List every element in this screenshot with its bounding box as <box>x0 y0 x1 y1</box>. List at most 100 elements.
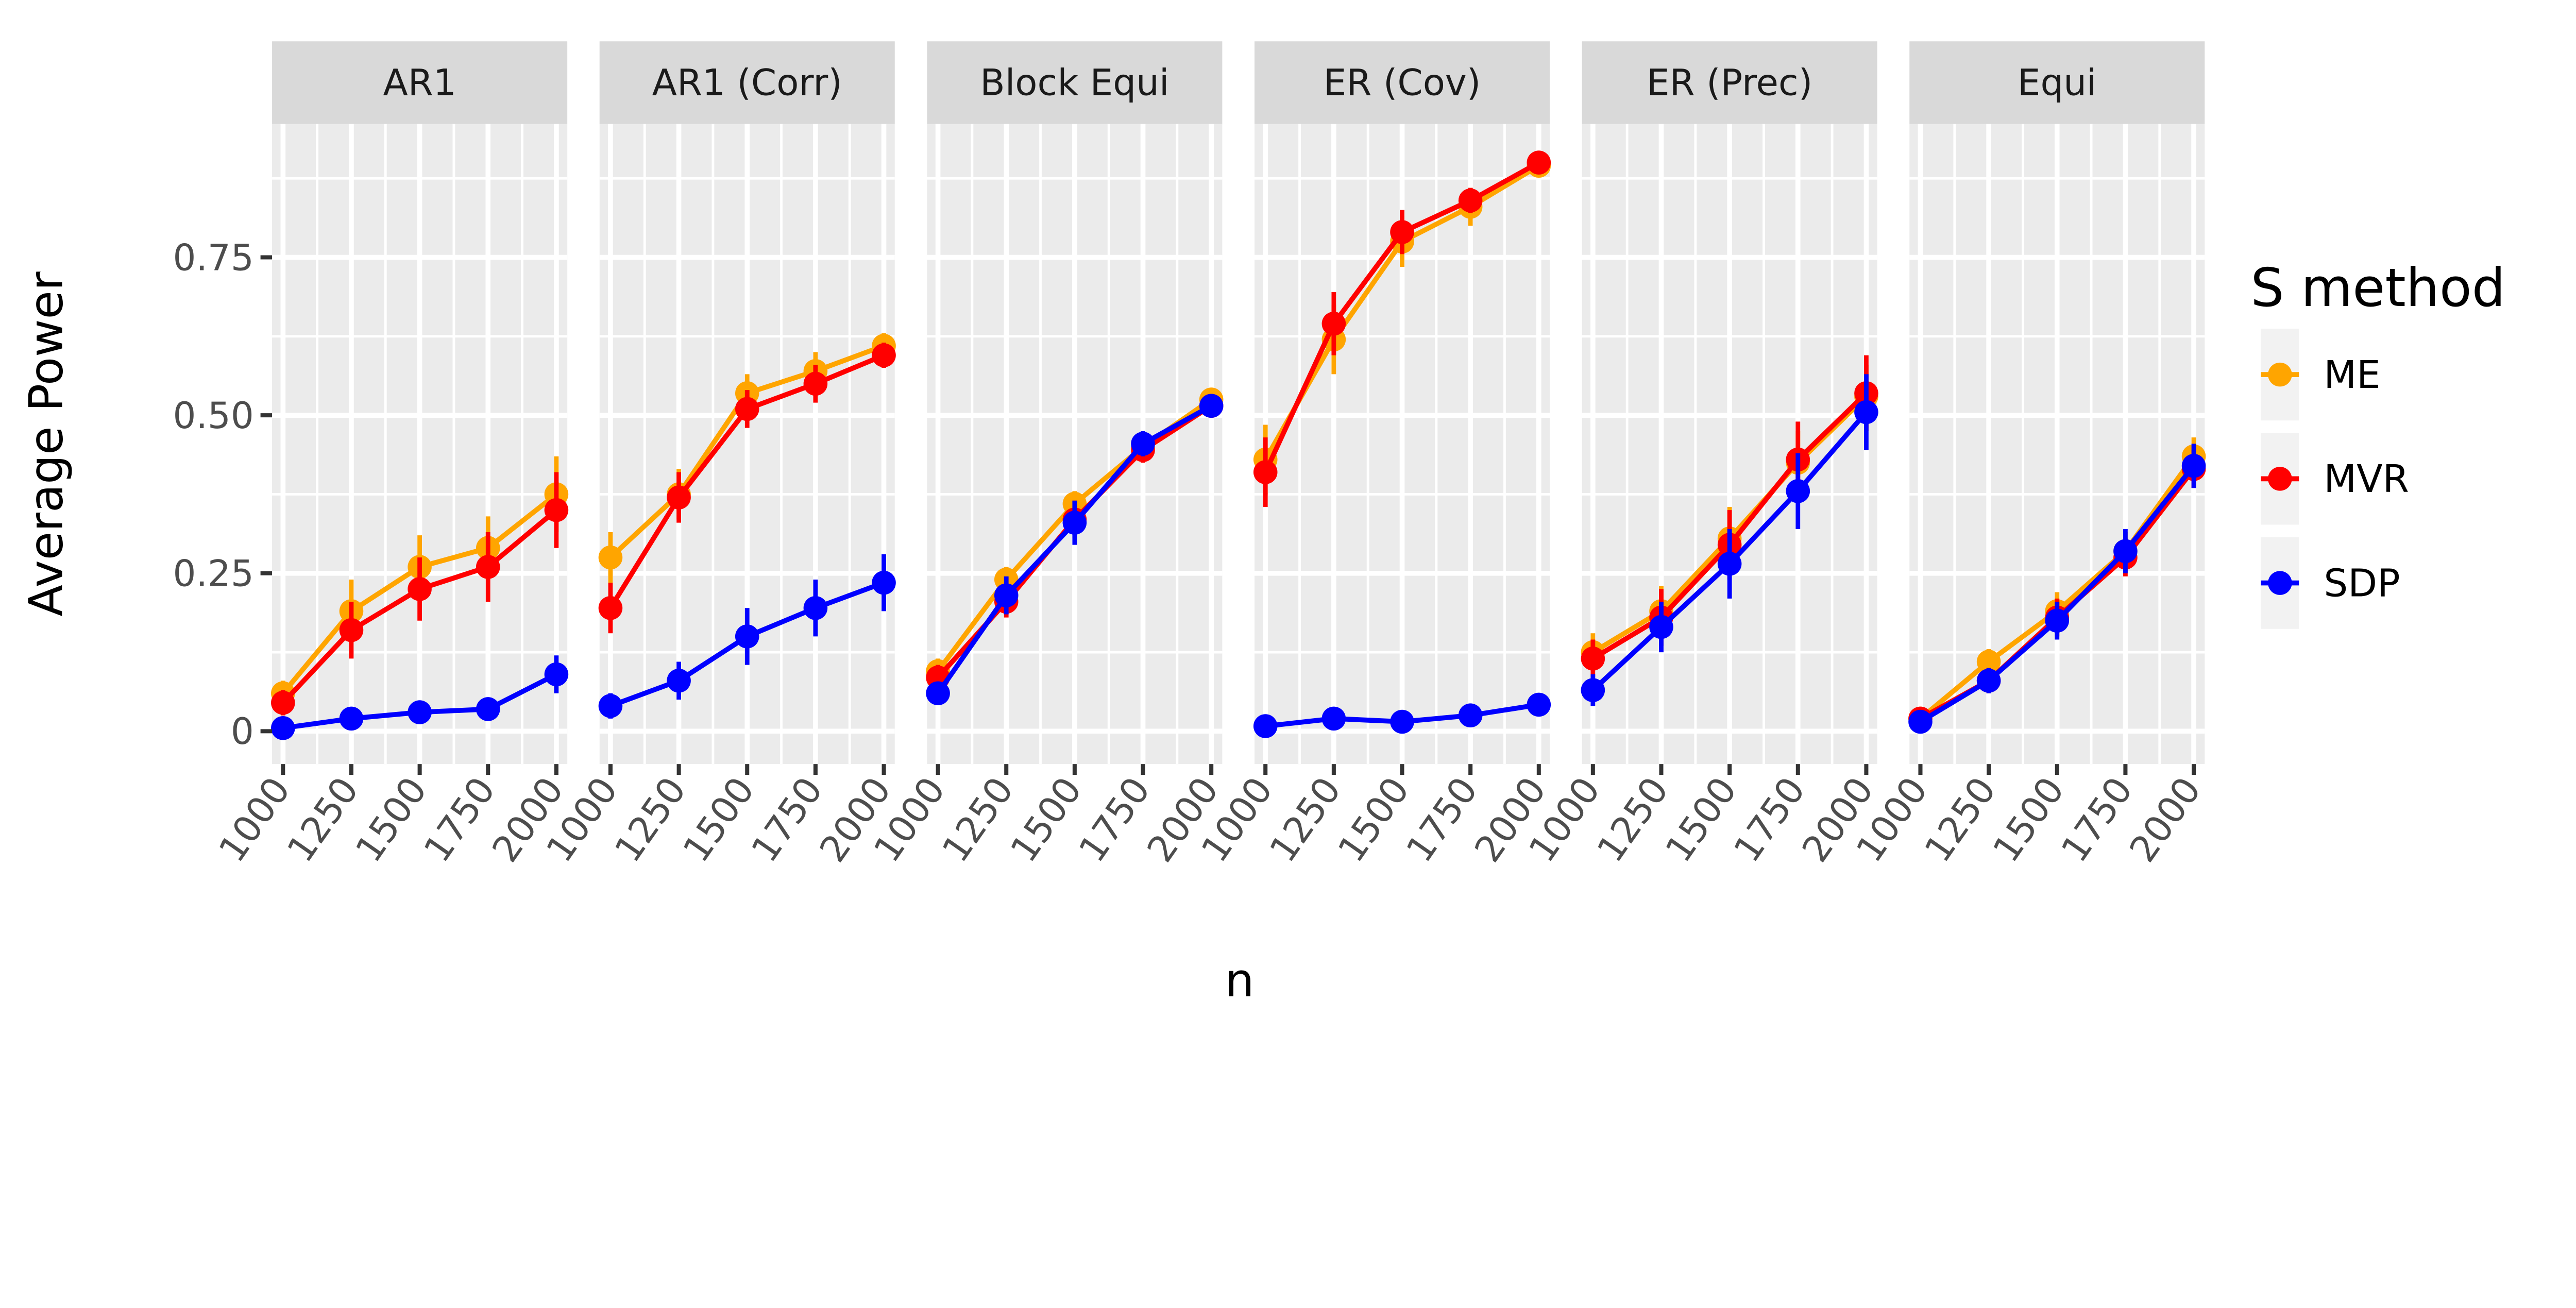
x-tick-label: 1500 <box>347 769 435 870</box>
x-tick-label: 1750 <box>415 769 503 870</box>
facet-strip-label: ER (Cov) <box>1324 61 1481 104</box>
data-point <box>544 498 569 522</box>
data-point <box>1527 150 1551 175</box>
legend-item-mvr: MVR <box>2261 433 2409 525</box>
facet-strip-label: ER (Prec) <box>1647 61 1812 104</box>
data-point <box>598 545 623 570</box>
legend-label: MVR <box>2324 457 2409 501</box>
y-tick-label: 0.50 <box>173 394 254 437</box>
data-point <box>408 577 432 601</box>
data-point <box>1253 460 1278 484</box>
x-tick-label: 2000 <box>2121 769 2209 870</box>
series-sdp <box>926 394 1224 706</box>
legend-key-point <box>2268 467 2292 491</box>
data-point <box>1199 394 1224 418</box>
data-point <box>667 668 691 693</box>
series-mvr <box>1253 150 1551 507</box>
data-point <box>1854 400 1878 424</box>
x-tick-label: 1000 <box>210 769 298 870</box>
data-point <box>994 583 1019 607</box>
data-point <box>408 700 432 724</box>
y-axis: 0 0.25 0.50 0.75 <box>173 236 273 753</box>
facet-strip-label: AR1 <box>383 61 456 104</box>
facet-strip <box>1254 41 1550 124</box>
x-tick-label: 1750 <box>1070 769 1158 870</box>
data-point <box>1581 678 1605 702</box>
data-point <box>1908 709 1933 734</box>
facet-strip <box>272 41 568 124</box>
series-sdp <box>1581 374 1878 706</box>
data-point <box>339 706 364 731</box>
y-tick-label: 0.75 <box>173 236 254 279</box>
legend-title: S method <box>2250 258 2505 319</box>
data-point <box>926 681 950 706</box>
x-tick-label: 1250 <box>279 769 367 870</box>
data-point <box>1527 692 1551 717</box>
data-point <box>1062 511 1087 535</box>
facet-strip-label: AR1 (Corr) <box>652 61 842 104</box>
data-point <box>1253 714 1278 738</box>
x-tick-label: 1500 <box>674 769 762 870</box>
x-tick-label: 1750 <box>743 769 831 870</box>
data-point <box>476 697 500 721</box>
x-tick-label: 1500 <box>1002 769 1090 870</box>
data-point <box>1458 188 1483 213</box>
x-tick-label: 1750 <box>1398 769 1486 870</box>
data-point <box>667 485 691 509</box>
data-point <box>803 371 828 396</box>
data-point <box>872 570 896 595</box>
facet-strip-label: Equi <box>2018 61 2097 104</box>
series-sdp <box>271 655 569 740</box>
data-point <box>2181 453 2206 478</box>
legend: S method ME MVR SDP <box>2250 258 2505 629</box>
data-point <box>803 596 828 620</box>
data-point <box>339 618 364 642</box>
data-point <box>1649 615 1673 639</box>
facet-strip <box>927 41 1223 124</box>
data-point <box>1786 479 1810 503</box>
x-tick-label: 1750 <box>2053 769 2141 870</box>
data-point <box>1717 552 1742 576</box>
facet-strip <box>1582 41 1877 124</box>
facet-strip-label: Block Equi <box>980 61 1169 104</box>
x-tick-label: 1250 <box>606 769 694 870</box>
series-sdp <box>1908 444 2206 734</box>
y-axis-title: Average Power <box>20 271 73 616</box>
data-point <box>476 555 500 579</box>
legend-item-me: ME <box>2261 329 2381 421</box>
x-tick-label: 1250 <box>1916 769 2004 870</box>
data-point <box>1458 703 1483 727</box>
data-point <box>598 596 623 620</box>
x-tick-label: 1500 <box>1329 769 1417 870</box>
data-point <box>1581 647 1605 671</box>
data-point <box>1390 709 1414 734</box>
data-point <box>1976 650 2001 674</box>
x-tick-label: 1250 <box>934 769 1022 870</box>
series-mvr <box>598 343 896 634</box>
legend-key-point <box>2268 571 2292 595</box>
legend-label: SDP <box>2324 561 2400 605</box>
data-point <box>2113 539 2138 564</box>
y-tick-label: 0.25 <box>173 552 254 595</box>
legend-label: ME <box>2324 353 2380 397</box>
data-point <box>735 624 759 649</box>
series-mvr <box>271 472 569 716</box>
legend-item-sdp: SDP <box>2261 537 2400 629</box>
x-tick-label: 1750 <box>1725 769 1814 870</box>
data-point <box>271 716 295 740</box>
y-tick-label: 0 <box>231 710 254 753</box>
series-sdp <box>598 554 896 719</box>
data-point <box>1321 706 1346 731</box>
data-point <box>2045 608 2070 633</box>
x-axis-title: n <box>1225 954 1255 1008</box>
x-tick-label: 1250 <box>1261 769 1349 870</box>
facet-strip <box>1909 41 2205 124</box>
x-tick-label: 1500 <box>1985 769 2073 870</box>
data-point <box>544 662 569 687</box>
